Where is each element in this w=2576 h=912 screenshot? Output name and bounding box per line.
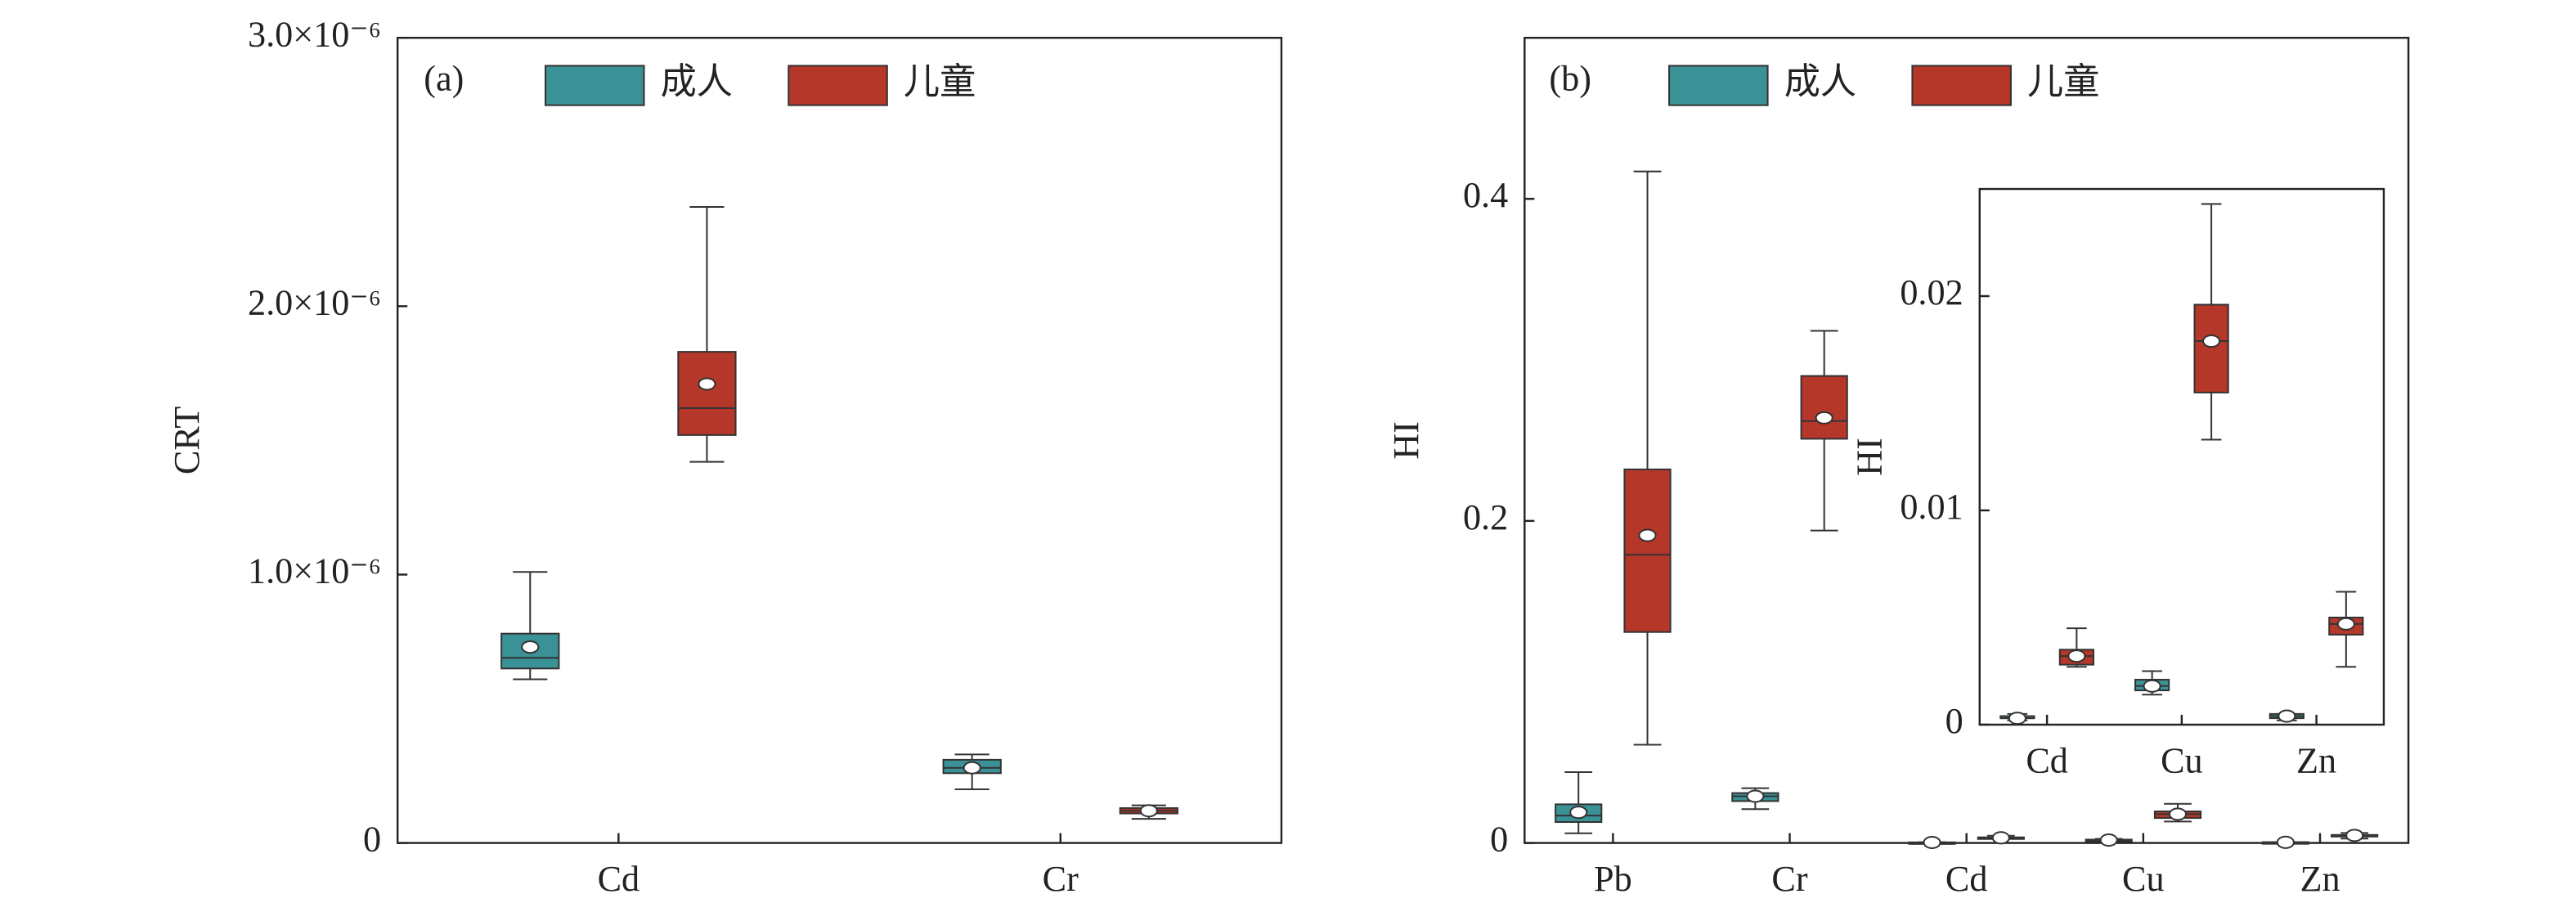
y-axis-label: HI bbox=[1386, 421, 1426, 460]
x-tick-label: Cu bbox=[2161, 740, 2203, 780]
x-tick-label: Zn bbox=[2296, 740, 2336, 780]
y-tick-label: 0 bbox=[1945, 701, 1963, 741]
legend-swatch bbox=[544, 65, 645, 106]
mean-marker bbox=[1569, 806, 1588, 820]
x-tick-label: Cr bbox=[1043, 859, 1079, 899]
x-tick-label: Zn bbox=[2300, 859, 2340, 899]
mean-marker bbox=[1746, 789, 1765, 803]
legend-swatch bbox=[1911, 65, 2012, 106]
mean-marker bbox=[1991, 831, 2010, 845]
x-tick-label: Pb bbox=[1594, 859, 1632, 899]
mean-marker bbox=[2336, 617, 2355, 631]
y-tick-label: 0.01 bbox=[1900, 487, 1963, 527]
mean-marker bbox=[1139, 804, 1158, 818]
box bbox=[1800, 375, 1848, 440]
mean-marker bbox=[1923, 835, 1941, 850]
x-tick-label: Cd bbox=[1945, 859, 1988, 899]
y-axis-label: CRT bbox=[167, 407, 207, 474]
x-tick-label: Cu bbox=[2122, 859, 2165, 899]
mean-marker bbox=[2345, 829, 2364, 842]
y-tick-label: 0.2 bbox=[1463, 497, 1508, 537]
mean-marker bbox=[2202, 335, 2221, 348]
mean-marker bbox=[2008, 712, 2026, 726]
mean-marker bbox=[963, 761, 981, 775]
mean-marker bbox=[1815, 411, 1833, 425]
legend-label: 儿童 bbox=[2027, 62, 2099, 102]
mean-marker bbox=[2276, 835, 2295, 849]
x-tick-label: Cr bbox=[1771, 859, 1807, 899]
y-tick-label: 0 bbox=[363, 820, 381, 860]
legend-swatch bbox=[788, 65, 888, 106]
inset-background bbox=[1979, 189, 2384, 725]
legend-label: 成人 bbox=[661, 62, 733, 102]
y-tick-label: 3.0×10⁻⁶ bbox=[248, 14, 381, 54]
x-tick-label: Cd bbox=[598, 859, 640, 899]
mean-marker bbox=[698, 377, 716, 391]
legend-label: 成人 bbox=[1784, 62, 1856, 102]
mean-marker bbox=[2143, 679, 2161, 693]
panel-label: (a) bbox=[424, 59, 464, 99]
mean-marker bbox=[1638, 528, 1657, 542]
legend-label: 儿童 bbox=[904, 62, 976, 102]
y-axis-label: HI bbox=[1849, 438, 1889, 476]
mean-marker bbox=[2067, 649, 2086, 663]
mean-marker bbox=[2278, 709, 2296, 723]
y-tick-label: 1.0×10⁻⁶ bbox=[248, 551, 381, 591]
plot-frame bbox=[396, 37, 1283, 844]
y-tick-label: 2.0×10⁻⁶ bbox=[248, 282, 381, 322]
box bbox=[2193, 303, 2229, 393]
mean-marker bbox=[2168, 807, 2188, 821]
box bbox=[677, 351, 737, 436]
y-tick-label: 0.4 bbox=[1463, 175, 1508, 215]
y-tick-label: 0 bbox=[1490, 820, 1508, 860]
mean-marker bbox=[521, 640, 540, 654]
x-tick-label: Cd bbox=[2026, 740, 2068, 780]
panel-label: (b) bbox=[1549, 59, 1591, 99]
legend-swatch bbox=[1668, 65, 1769, 106]
y-tick-label: 0.02 bbox=[1900, 272, 1963, 312]
mean-marker bbox=[2099, 833, 2118, 847]
box bbox=[1623, 468, 1672, 633]
